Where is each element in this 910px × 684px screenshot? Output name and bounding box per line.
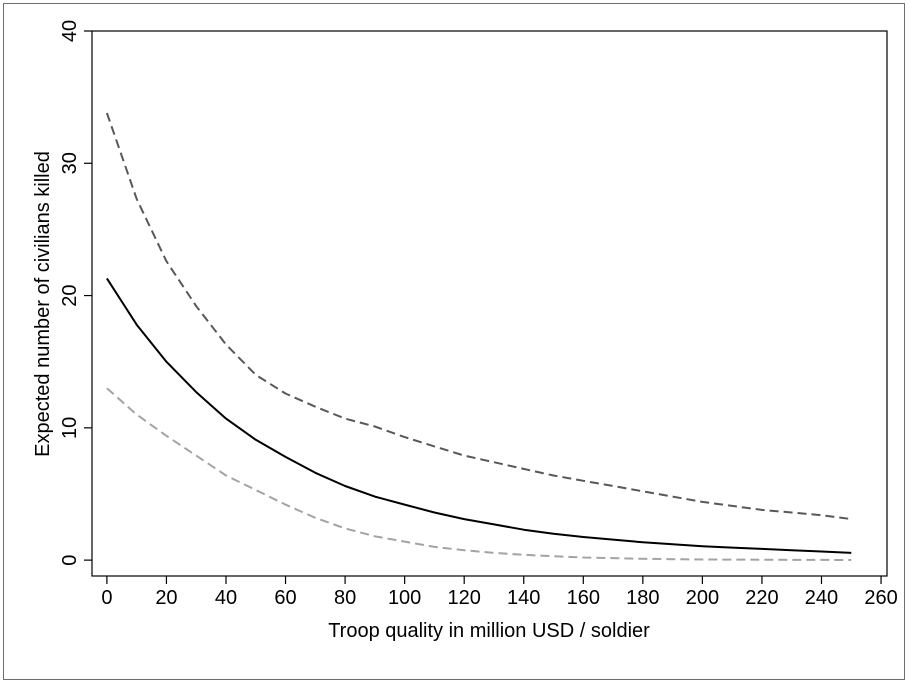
x-tick-label: 160 <box>567 587 600 609</box>
x-tick-label: 140 <box>507 587 540 609</box>
figure-frame: 0 20 40 60 80 100 120 140 160 180 200 220 240 260 0 10… <box>3 3 905 680</box>
series-line-1 <box>105 112 852 521</box>
x-tick-label: 240 <box>805 587 838 609</box>
x-tick-label: 200 <box>686 587 719 609</box>
x-tick-label: 60 <box>274 587 296 609</box>
x-tick-label: 100 <box>388 587 421 609</box>
plot-area <box>91 30 888 577</box>
y-axis-ticks: 0 10 20 30 40 <box>59 20 92 566</box>
y-tick-label: 10 <box>59 417 81 439</box>
x-axis-ticks: 0 20 40 60 80 100 120 140 160 180 200 220 240 260 <box>101 576 898 609</box>
y-tick-label: 20 <box>59 284 81 306</box>
series-line-2 <box>106 277 852 554</box>
x-tick-label: 20 <box>155 587 177 609</box>
y-tick-label: 40 <box>59 20 81 42</box>
x-tick-label: 80 <box>334 587 356 609</box>
x-tick-label: 120 <box>448 587 481 609</box>
x-tick-label: 180 <box>626 587 659 609</box>
series-line-3 <box>106 387 852 561</box>
series-layer <box>105 112 852 561</box>
x-tick-label: 260 <box>864 587 897 609</box>
y-tick-label: 30 <box>59 152 81 174</box>
y-tick-label: 0 <box>59 555 81 566</box>
x-tick-label: 40 <box>215 587 237 609</box>
chart-svg: 0 20 40 60 80 100 120 140 160 180 200 220 240 260 0 10… <box>32 20 898 642</box>
y-axis-label: Expected number of civilians killed <box>32 151 54 457</box>
x-axis-label: Troop quality in million USD / soldier <box>328 620 650 642</box>
x-tick-label: 220 <box>745 587 778 609</box>
x-tick-label: 0 <box>101 587 112 609</box>
